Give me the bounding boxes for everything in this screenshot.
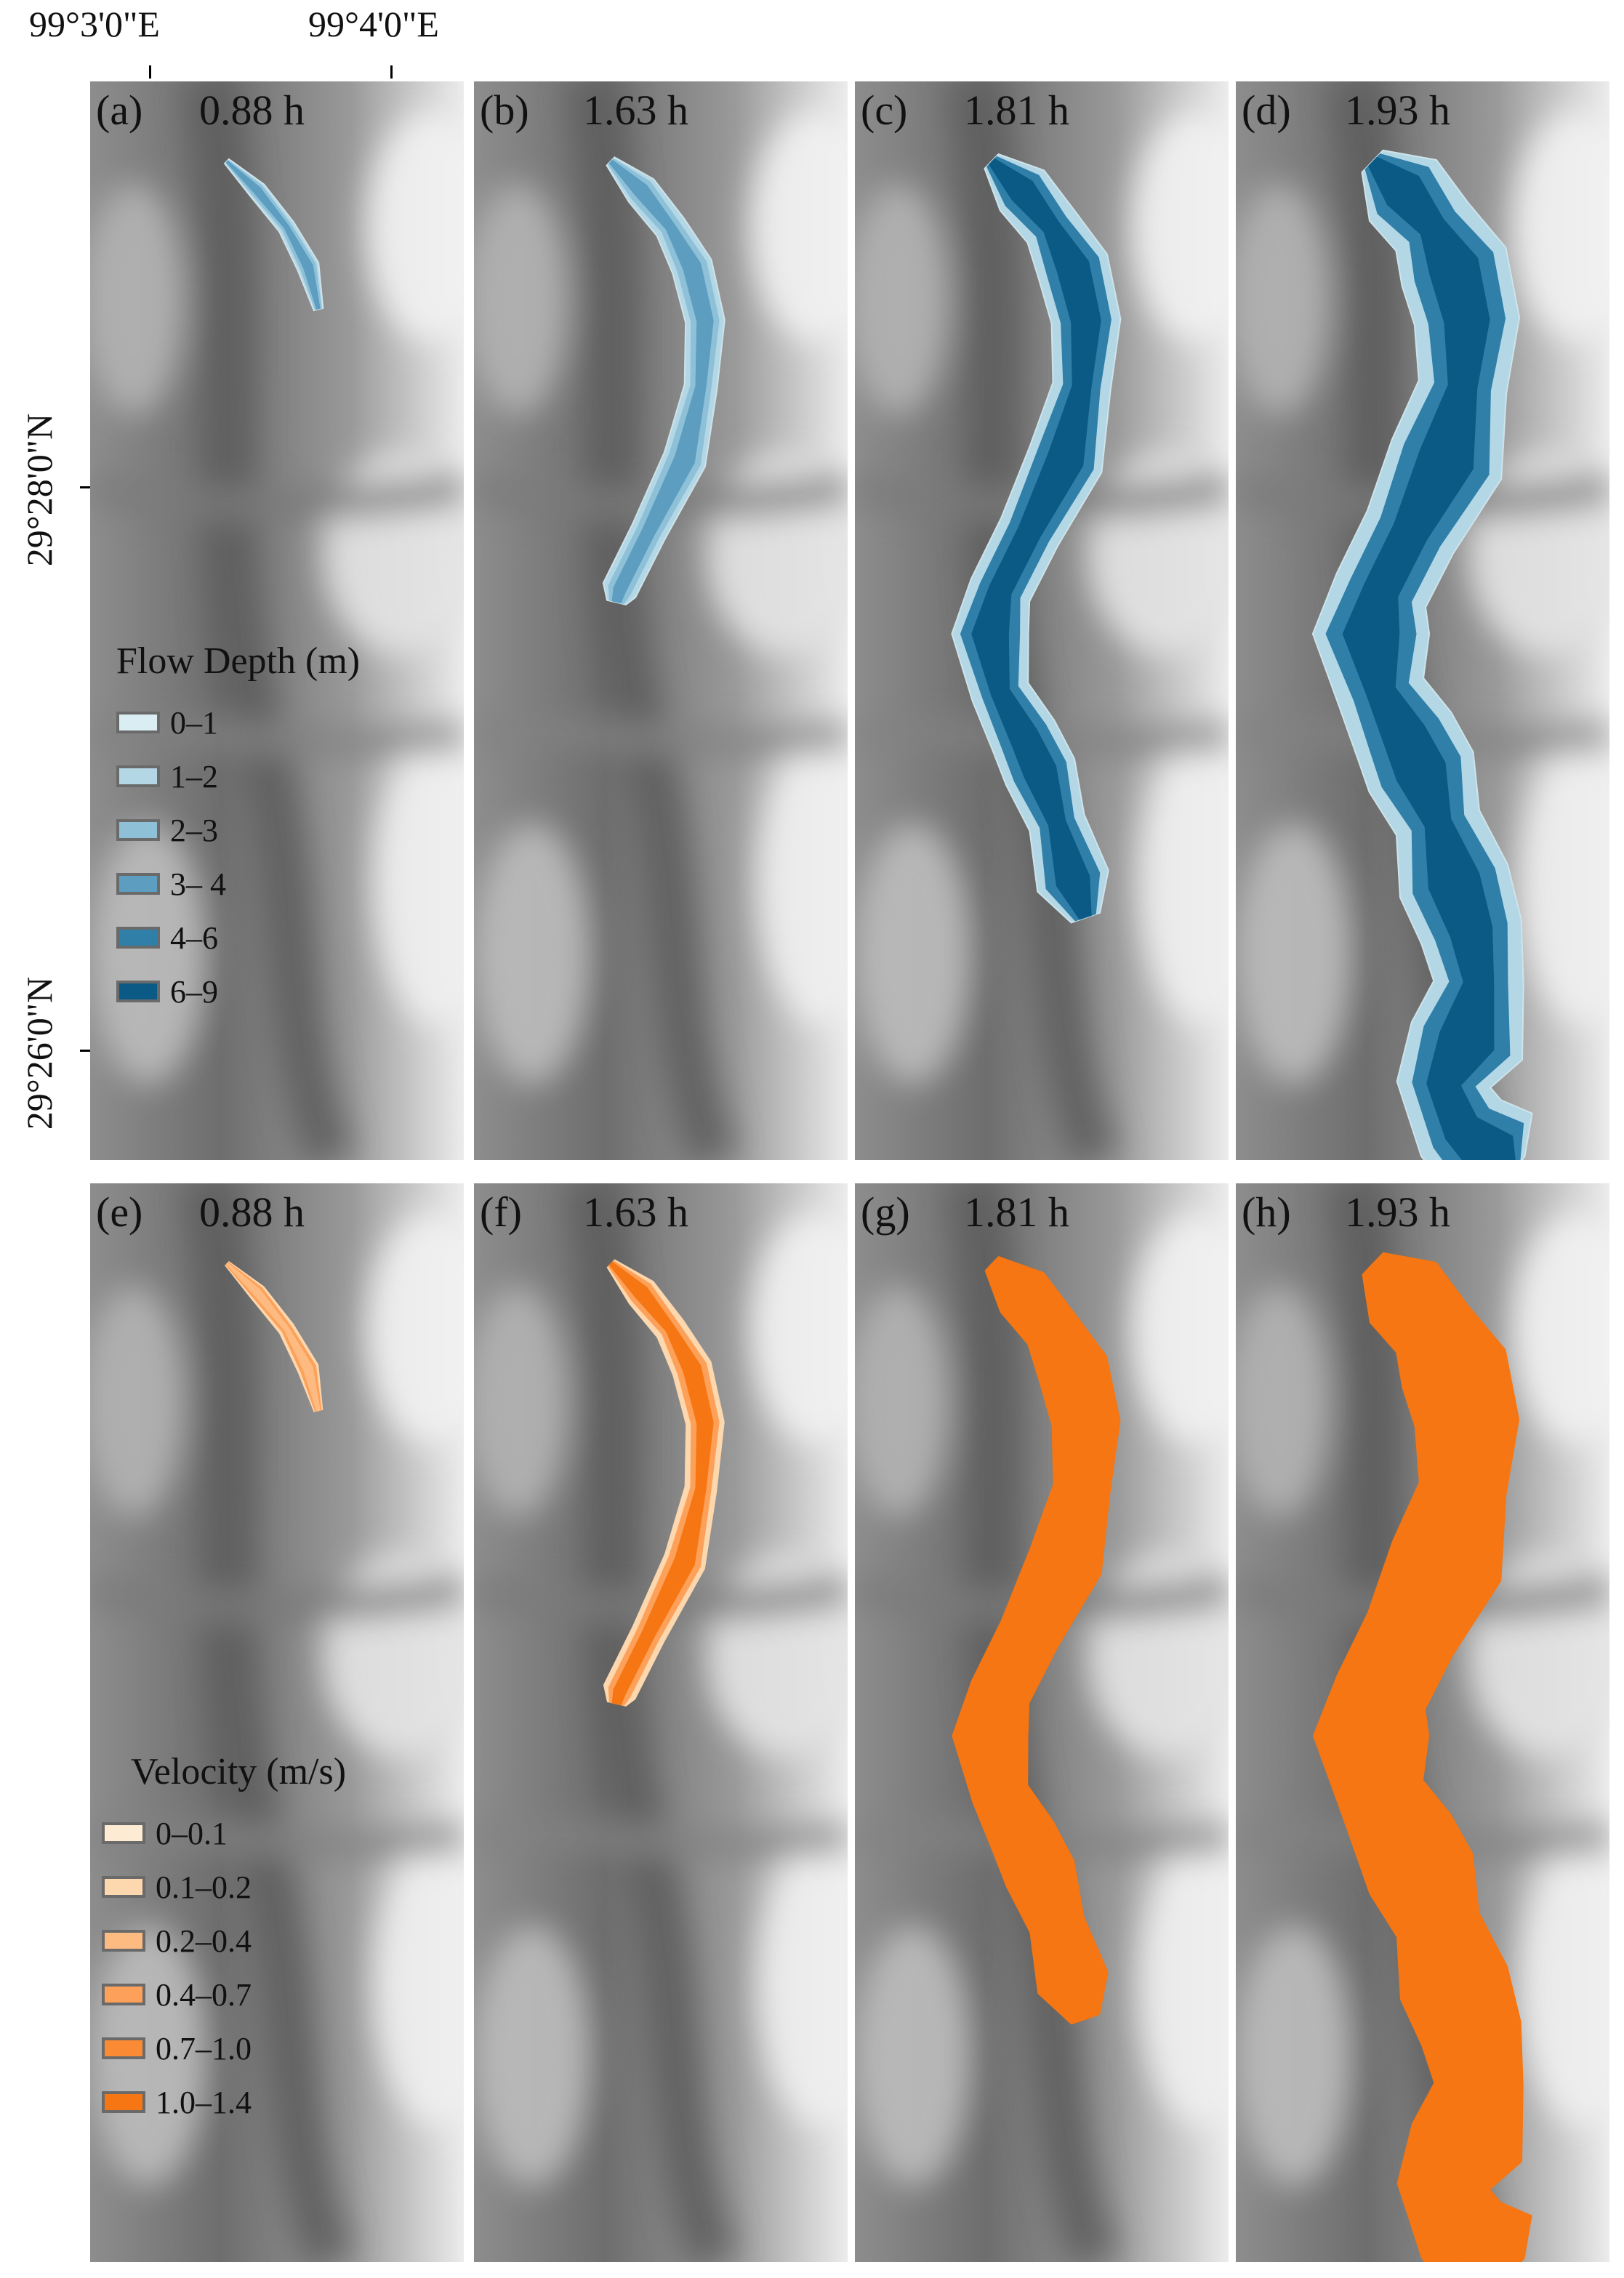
- panel-letter: (h): [1242, 1188, 1291, 1236]
- legend-item: 3– 4: [116, 857, 360, 911]
- map-panel-h: (h) 1.93 h: [1236, 1183, 1609, 2262]
- legend-swatch: [102, 1822, 145, 1844]
- map-panel-g: (g) 1.81 h: [855, 1183, 1229, 2262]
- velocity-legend-title: Velocity (m/s): [131, 1751, 347, 1792]
- legend-label: 3– 4: [170, 866, 226, 902]
- legend-item: 0.1–0.2: [102, 1860, 346, 1914]
- lat-tick-2: [80, 1050, 93, 1052]
- panel-time: 1.63 h: [583, 1188, 688, 1236]
- lon-tick-1: [149, 65, 151, 79]
- flow-depth-extent: [223, 158, 324, 312]
- panel-time: 1.93 h: [1345, 86, 1450, 134]
- legend-swatch: [116, 873, 160, 895]
- legend-label: 1–2: [170, 758, 218, 794]
- flow-depth-extent: [951, 153, 1122, 924]
- legend-item: 0–1: [116, 696, 360, 749]
- flow-velocity-extent: [1312, 1252, 1532, 2262]
- panel-letter: (b): [480, 86, 529, 134]
- terrain-hillshade: [474, 81, 848, 1160]
- legend-item: 4–6: [116, 911, 360, 965]
- flow-core-zone: [608, 1261, 714, 1706]
- legend-label: 0.4–0.7: [156, 1976, 252, 2013]
- legend-item: 0.2–0.4: [102, 1914, 346, 1968]
- flow-depth-extent: [602, 156, 725, 605]
- legend-label: 0.2–0.4: [156, 1923, 252, 1959]
- lon-label-2: 99°4'0"E: [308, 4, 439, 44]
- map-panel-d: (d) 1.93 h: [1236, 81, 1609, 1160]
- legend-swatch: [102, 1876, 145, 1898]
- legend-label: 0.7–1.0: [156, 2030, 252, 2066]
- map-panel-e: (e) 0.88 h: [90, 1183, 464, 2262]
- panel-time: 0.88 h: [199, 1188, 305, 1236]
- panel-time: 1.63 h: [583, 86, 688, 134]
- velocity-legend: Velocity (m/s) 0–0.1 0.1–0.2 0.2–0.4 0.4–0.…: [102, 1750, 346, 2129]
- panel-time: 1.81 h: [964, 86, 1069, 134]
- legend-swatch: [102, 2037, 145, 2059]
- flow-velocity-extent: [952, 1256, 1121, 2025]
- legend-label: 6–9: [170, 973, 218, 1010]
- legend-item: 2–3: [116, 803, 360, 857]
- legend-item: 0.7–1.0: [102, 2021, 346, 2075]
- panel-letter: (c): [861, 86, 908, 134]
- flow-depth-extent: [1311, 149, 1533, 1160]
- legend-swatch: [102, 2091, 145, 2113]
- flow-core-zone: [608, 159, 714, 604]
- map-panel-f: (f) 1.63 h: [474, 1183, 848, 2262]
- lat-label-2: 29°26'0"N: [19, 976, 60, 1130]
- legend-item: 1.0–1.4: [102, 2075, 346, 2129]
- flow-core-zone: [1342, 1258, 1516, 2262]
- flow-velocity-extent: [225, 1261, 323, 1412]
- legend-item: 1–2: [116, 749, 360, 803]
- panel-time: 1.93 h: [1345, 1188, 1450, 1236]
- map-panel-b: (b) 1.63 h: [474, 81, 848, 1160]
- legend-swatch: [116, 981, 160, 1002]
- depth-legend-title: Flow Depth (m): [116, 640, 361, 682]
- legend-swatch: [116, 712, 160, 733]
- panel-letter: (g): [861, 1188, 910, 1236]
- legend-item: 6–9: [116, 965, 360, 1018]
- lat-tick-1: [80, 486, 93, 488]
- panel-time: 0.88 h: [199, 86, 305, 134]
- legend-label: 4–6: [170, 919, 218, 956]
- panel-letter: (a): [96, 86, 143, 134]
- terrain-hillshade: [90, 1183, 464, 2262]
- panel-letter: (d): [1242, 86, 1291, 134]
- lat-label-1: 29°28'0"N: [19, 413, 60, 567]
- legend-swatch: [102, 1930, 145, 1952]
- legend-label: 0–1: [170, 704, 218, 741]
- panel-time: 1.81 h: [964, 1188, 1069, 1236]
- legend-item: 0–0.1: [102, 1806, 346, 1860]
- legend-label: 0–0.1: [156, 1815, 228, 1851]
- panel-letter: (e): [96, 1188, 143, 1236]
- flow-velocity-extent: [603, 1259, 725, 1707]
- legend-swatch: [116, 927, 160, 949]
- legend-swatch: [116, 765, 160, 787]
- lon-tick-2: [390, 65, 393, 79]
- legend-item: 0.4–0.7: [102, 1968, 346, 2021]
- panel-letter: (f): [480, 1188, 522, 1236]
- lon-label-1: 99°3'0"E: [29, 4, 160, 44]
- legend-label: 2–3: [170, 812, 218, 848]
- map-panel-c: (c) 1.81 h: [855, 81, 1229, 1160]
- legend-label: 1.0–1.4: [156, 2084, 252, 2120]
- legend-swatch: [116, 819, 160, 841]
- legend-swatch: [102, 1984, 145, 2005]
- depth-legend: Flow Depth (m) 0–1 1–2 2–3 3– 4 4–6 6–9: [116, 640, 360, 1018]
- legend-label: 0.1–0.2: [156, 1869, 252, 1905]
- flow-core-zone: [971, 158, 1101, 920]
- flow-core-zone: [971, 1260, 1101, 2022]
- terrain-hillshade: [474, 1183, 848, 2262]
- flow-core-zone: [1342, 156, 1516, 1160]
